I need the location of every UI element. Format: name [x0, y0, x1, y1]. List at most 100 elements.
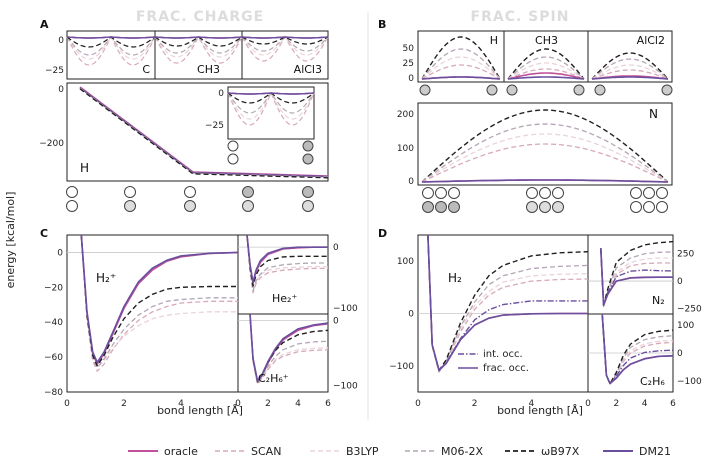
- a-inset-curve-scan: [227, 91, 315, 126]
- c-inset-top-series-m062x: [246, 235, 328, 292]
- d-inset-top-ytick: 250: [677, 250, 694, 260]
- b-occ-top: [539, 187, 551, 199]
- a-alcl3-curve-dm21: [241, 36, 329, 39]
- panel-b: 50 25 0 H CH3 AlCl2 200 100 0 N: [397, 30, 673, 213]
- b-label-ch3: CH3: [535, 34, 558, 47]
- a-ch3-curve-scan: [154, 35, 243, 64]
- c-inset-xtick: 4: [295, 399, 301, 409]
- panel-d: 100 0 −100 0 2 4 0 2 4 6 250 0 −250 100 0 −100 H₂ N₂ C₂…: [389, 234, 702, 417]
- a-small-ytick-25: −25: [45, 66, 64, 76]
- a-ch3-curve-wb97x: [154, 36, 243, 47]
- a-label-alcl3: AlCl3: [294, 63, 322, 76]
- a-label-c: C: [142, 63, 150, 76]
- a-small-alcl3-box: [241, 30, 329, 80]
- legend-label-oracle: oracle: [164, 445, 198, 458]
- c-main-ytick: −60: [44, 353, 63, 363]
- d-label-c2h6: C₂H₆: [640, 375, 665, 388]
- b-alcl2-arc-dm21: [591, 76, 669, 80]
- c-main-series-scan: [80, 235, 238, 372]
- d-inset-top-ytick: −250: [677, 305, 702, 315]
- d-inset-bottom-ytick: −100: [677, 377, 702, 387]
- a-occ-bottom: [242, 200, 254, 212]
- c-inset-top-series-dm21: [246, 235, 328, 284]
- b-small-occ: [594, 84, 606, 96]
- b-small-occ: [661, 84, 673, 96]
- d-inset-top-ytick: 0: [677, 277, 683, 287]
- a-ch3-curve-dm21: [154, 36, 243, 39]
- a-c-curve-b3lyp: [66, 35, 156, 60]
- b-occ-bottom: [526, 201, 538, 213]
- c-inset-xtick: 6: [325, 399, 331, 409]
- b-occ-top: [643, 187, 655, 199]
- c-main-series-oracle: [80, 235, 238, 365]
- panel-letter-b: B: [378, 18, 386, 31]
- a-occ-bottom: [66, 200, 78, 212]
- b-label-alcl2: AlCl2: [637, 34, 665, 47]
- a-c-curve-m062x: [66, 36, 156, 56]
- b-occ-top: [448, 187, 460, 199]
- b-ch3-arc-b3lyp: [507, 62, 585, 80]
- b-main-arc-m062x: [421, 123, 669, 183]
- d-inset-xtick: 6: [670, 399, 676, 409]
- a-alcl3-curve-m062x: [241, 36, 329, 52]
- b-occ-bottom: [448, 201, 460, 213]
- b-main-ytick-100: 100: [397, 144, 414, 154]
- b-main-arc-scan: [421, 143, 669, 183]
- legend-label-scan: SCAN: [251, 445, 281, 458]
- d-legend-label: frac. occ.: [483, 363, 529, 374]
- frac-charge-title: FRAC. CHARGE: [136, 9, 264, 25]
- a-alcl3-curve-b3lyp: [241, 36, 329, 56]
- b-occ-top: [422, 187, 434, 199]
- d-inset-bottom-series-intocc: [601, 314, 673, 385]
- d-main-xtick: 2: [472, 399, 478, 409]
- a-small-ytick-0: 0: [58, 36, 64, 46]
- legend-label-b3lyp: B3LYP: [346, 445, 379, 458]
- c-main-box: [66, 234, 239, 393]
- a-occ-bottom: [124, 200, 136, 212]
- b-small-occ: [573, 84, 585, 96]
- c-main-ytick: −20: [44, 283, 63, 293]
- d-inset-bottom-ytick: 0: [677, 349, 683, 359]
- b-small-occ: [486, 84, 498, 96]
- b-ch3-arc-scan: [507, 68, 585, 80]
- b-occ-top: [656, 187, 668, 199]
- b-main-arc-b3lyp: [421, 133, 669, 183]
- legend-label-m062x: M06-2X: [441, 445, 483, 458]
- b-alcl2-arc-b3lyp: [591, 64, 669, 80]
- d-label-n2: N₂: [652, 294, 665, 307]
- legend: oracle SCAN B3LYP M06-2X ωB97X DM21: [128, 445, 671, 458]
- d-inset-xtick: 4: [642, 399, 648, 409]
- b-occ-bottom: [656, 201, 668, 213]
- panel-letter-c: C: [40, 227, 48, 240]
- b-main-label-n: N: [649, 107, 658, 121]
- b-occupancy-row: [422, 187, 668, 213]
- c-main-xtick: 0: [64, 399, 70, 409]
- a-inset-ytick-25: −25: [205, 121, 224, 131]
- a-occ-top: [302, 186, 314, 198]
- b-ch3-arc-wb97x: [507, 48, 585, 80]
- a-occ-top: [242, 186, 254, 198]
- b-h-arc-b3lyp: [421, 56, 501, 80]
- a-inset-ytick-0: 0: [218, 89, 224, 99]
- a-inset-orbital-3: [302, 140, 314, 152]
- a-c-curve-dm21: [66, 36, 156, 39]
- a-main-label-h: H: [80, 161, 89, 175]
- b-main-box: [417, 102, 673, 186]
- b-occ-top: [630, 187, 642, 199]
- a-inset-box: [227, 86, 315, 140]
- b-alcl2-arc-m062x: [591, 58, 669, 80]
- b-small-occupancy: [419, 84, 673, 96]
- b-alcl2-arc-scan: [591, 69, 669, 80]
- legend-label-dm21: DM21: [639, 445, 671, 458]
- d-main-series-wb97x: [427, 235, 588, 372]
- c-inset-bottom-ytick: −100: [333, 382, 358, 392]
- c-main-xtick: 2: [121, 399, 127, 409]
- a-occupancy-row: [66, 186, 314, 212]
- y-axis-label: energy [kcal/mol]: [4, 192, 17, 289]
- b-h-arc-scan: [421, 64, 501, 80]
- c-main-ytick: −40: [44, 318, 63, 328]
- d-inset-bottom-series-fracocc: [601, 314, 673, 385]
- panel-a: 0 −25 C CH3 AlCl3 0 −200 H 0 −25: [39, 30, 329, 212]
